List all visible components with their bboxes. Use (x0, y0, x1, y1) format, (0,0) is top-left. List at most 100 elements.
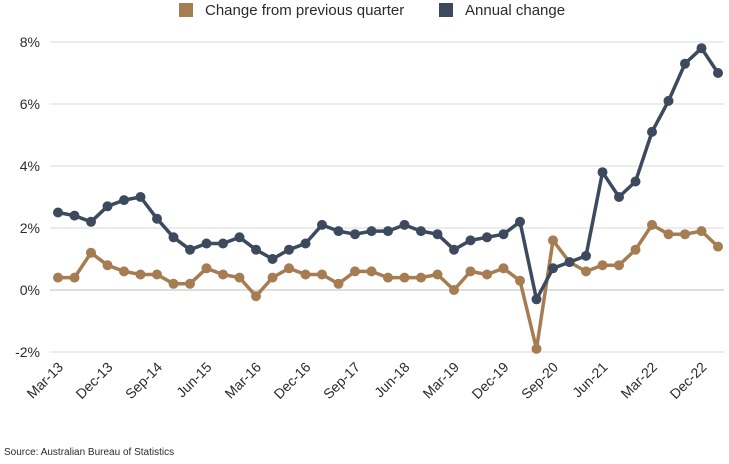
x-tick-label: Dec-13 (72, 359, 115, 402)
data-point (399, 219, 410, 230)
data-point (531, 294, 542, 305)
data-point (416, 272, 426, 283)
data-point (482, 232, 492, 243)
legend-label: Change from previous quarter (205, 2, 404, 19)
x-tick-label: Sep-20 (518, 359, 561, 402)
data-point (614, 260, 624, 271)
data-point (267, 272, 278, 283)
data-point (218, 238, 228, 249)
data-point (135, 192, 146, 202)
y-tick-label: 0% (20, 282, 40, 298)
data-point (366, 266, 377, 277)
y-tick-label: 6% (20, 96, 40, 112)
x-tick-label: Sep-17 (320, 359, 363, 402)
data-point (300, 269, 311, 280)
data-point (399, 272, 410, 283)
data-point (102, 260, 113, 271)
data-point (53, 207, 63, 218)
data-point (69, 272, 80, 283)
data-point (597, 260, 608, 271)
x-tick-label: Mar-22 (617, 359, 660, 402)
data-point (300, 238, 311, 249)
data-point (86, 216, 96, 227)
data-point (350, 266, 360, 277)
series-quarterly-change (53, 219, 723, 354)
data-point (663, 229, 674, 240)
data-point (152, 269, 162, 280)
data-point (185, 278, 195, 289)
y-tick-label: 4% (20, 158, 40, 174)
data-point (251, 291, 261, 302)
data-point (185, 244, 195, 255)
x-tick-label: Jun-15 (173, 359, 215, 401)
data-point (581, 266, 591, 277)
data-point (135, 269, 146, 280)
x-tick-label: Jun-18 (371, 359, 413, 401)
data-point (680, 58, 690, 69)
data-point (680, 229, 690, 240)
data-point (168, 232, 179, 243)
data-point (317, 269, 327, 280)
data-point (597, 167, 608, 178)
data-point (465, 235, 476, 246)
x-tick-label: Dec-19 (468, 359, 511, 402)
y-tick-label: 8% (20, 34, 40, 50)
data-point (218, 269, 228, 280)
data-point (515, 275, 525, 286)
series-line (58, 223, 720, 351)
data-point (548, 235, 558, 246)
data-point (630, 244, 641, 255)
data-point (119, 195, 129, 206)
data-point (416, 226, 426, 237)
data-point (234, 232, 245, 243)
data-point (69, 210, 80, 221)
data-point (201, 238, 212, 249)
data-point (498, 263, 509, 274)
data-point (432, 229, 443, 240)
data-point (531, 343, 542, 354)
data-point (647, 126, 657, 137)
data-point (548, 263, 558, 274)
data-point (284, 263, 294, 274)
x-tick-label: Dec-22 (666, 359, 709, 402)
data-point (350, 229, 360, 240)
legend-swatch (179, 3, 193, 17)
x-tick-label: Dec-16 (270, 359, 313, 402)
data-point (498, 229, 509, 240)
data-point (630, 176, 641, 187)
data-point (465, 266, 476, 277)
x-tick-label: Mar-16 (221, 359, 264, 402)
data-point (581, 250, 591, 261)
y-tick-label: 2% (20, 220, 40, 236)
data-point (201, 263, 212, 274)
data-point (564, 257, 575, 268)
legend: Change from previous quarter Annual chang… (179, 2, 565, 19)
x-tick-label: Mar-19 (419, 359, 462, 402)
data-point (383, 272, 393, 283)
data-point (53, 272, 63, 283)
data-point (449, 285, 459, 295)
data-point (366, 226, 377, 237)
data-point (383, 226, 393, 237)
data-point (102, 201, 113, 212)
data-point (614, 192, 624, 202)
data-point (86, 247, 96, 258)
legend-label: Annual change (465, 2, 565, 19)
data-point (647, 219, 657, 230)
x-axis: Mar-13 Dec-13 Sep-14 Jun-15 Mar-16 Dec-16 Sep-… (23, 359, 709, 402)
data-point (152, 213, 162, 224)
data-point (119, 266, 129, 277)
data-point (449, 244, 459, 255)
data-point (713, 241, 723, 252)
data-point (267, 254, 278, 264)
series-annual-change (53, 43, 723, 305)
x-tick-label: Sep-14 (122, 359, 165, 402)
data-point (696, 226, 707, 237)
data-point (696, 43, 707, 54)
data-point (333, 278, 344, 289)
data-point (234, 272, 245, 283)
y-axis: -2% 0% 2% 4% 6% 8% (15, 34, 40, 360)
data-point (333, 226, 344, 237)
series-group (53, 43, 723, 354)
data-point (251, 244, 261, 255)
